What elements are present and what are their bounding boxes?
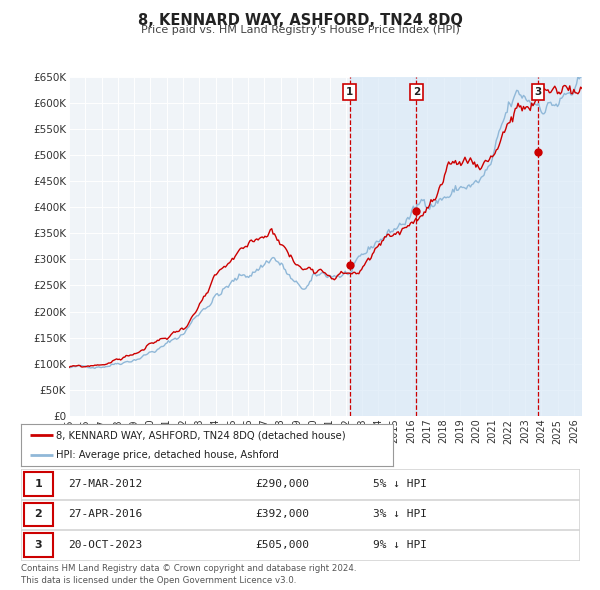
Text: 3% ↓ HPI: 3% ↓ HPI xyxy=(373,510,427,519)
Text: This data is licensed under the Open Government Licence v3.0.: This data is licensed under the Open Gov… xyxy=(21,576,296,585)
Text: 8, KENNARD WAY, ASHFORD, TN24 8DQ (detached house): 8, KENNARD WAY, ASHFORD, TN24 8DQ (detac… xyxy=(56,430,346,440)
Text: 9% ↓ HPI: 9% ↓ HPI xyxy=(373,540,427,550)
Bar xyxy=(24,533,53,557)
Text: £290,000: £290,000 xyxy=(256,479,310,489)
Text: 2: 2 xyxy=(413,87,420,97)
Text: 2: 2 xyxy=(34,510,42,519)
Bar xyxy=(24,503,53,526)
Bar xyxy=(24,472,53,496)
Text: 1: 1 xyxy=(346,87,353,97)
Text: 3: 3 xyxy=(34,540,42,550)
Text: 1: 1 xyxy=(34,479,42,489)
Bar xyxy=(416,77,538,416)
Text: 27-MAR-2012: 27-MAR-2012 xyxy=(68,479,143,489)
Text: HPI: Average price, detached house, Ashford: HPI: Average price, detached house, Ashf… xyxy=(56,450,279,460)
Text: 3: 3 xyxy=(535,87,542,97)
Text: Price paid vs. HM Land Registry's House Price Index (HPI): Price paid vs. HM Land Registry's House … xyxy=(140,25,460,35)
Text: £505,000: £505,000 xyxy=(256,540,310,550)
Text: 27-APR-2016: 27-APR-2016 xyxy=(68,510,143,519)
Text: 8, KENNARD WAY, ASHFORD, TN24 8DQ: 8, KENNARD WAY, ASHFORD, TN24 8DQ xyxy=(137,13,463,28)
Bar xyxy=(538,77,582,416)
Text: 5% ↓ HPI: 5% ↓ HPI xyxy=(373,479,427,489)
Text: £392,000: £392,000 xyxy=(256,510,310,519)
Text: Contains HM Land Registry data © Crown copyright and database right 2024.: Contains HM Land Registry data © Crown c… xyxy=(21,565,356,573)
Text: 20-OCT-2023: 20-OCT-2023 xyxy=(68,540,143,550)
Bar xyxy=(350,77,416,416)
